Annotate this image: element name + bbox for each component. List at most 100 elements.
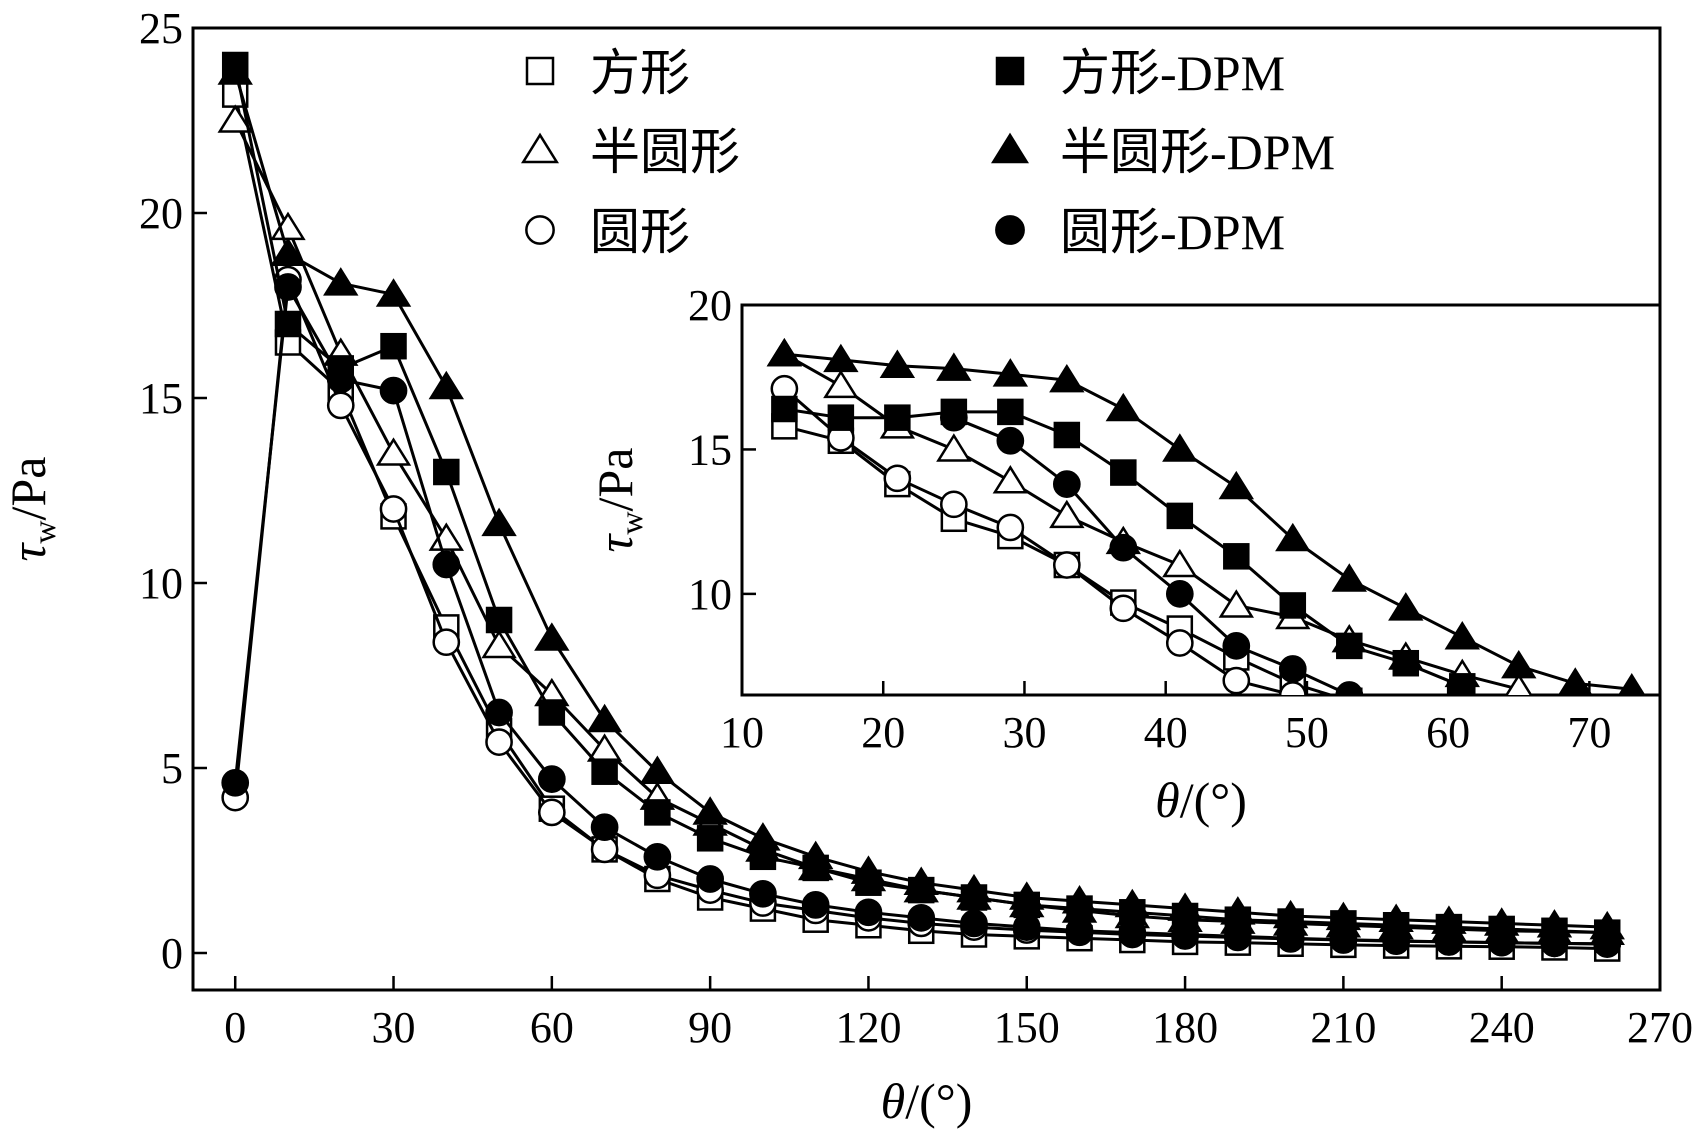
inset-series-3-point <box>1392 649 1420 677</box>
legend-marker-2 <box>525 215 555 245</box>
main-series-5-point <box>1276 924 1305 953</box>
inset-series-2-point <box>939 490 968 519</box>
main-series-5-point <box>960 909 988 938</box>
inset-series-1-point <box>1049 499 1085 529</box>
main-ytick-label: 15 <box>139 374 183 423</box>
legend-marker-0 <box>525 56 555 86</box>
inset-series-3-point <box>1110 459 1137 486</box>
inset-xtick-label: 20 <box>861 708 905 757</box>
main-xtick-label: 270 <box>1627 1003 1693 1052</box>
inset-xtick-label: 10 <box>720 708 764 757</box>
inset-series-line-2 <box>783 387 1294 695</box>
inset-series-3-point <box>1053 421 1081 449</box>
inset-series-4-point <box>1501 649 1537 679</box>
legend-marker-1 <box>521 132 559 164</box>
inset-series-1-point <box>823 369 859 399</box>
main-series-5-point <box>1382 926 1411 955</box>
inset-series-5-point <box>1165 580 1194 608</box>
main-series-5-point <box>1223 922 1252 951</box>
inset-series-3-point <box>997 398 1024 426</box>
inset-series-2-point <box>1109 594 1138 623</box>
legend-label-3: 方形-DPM <box>1060 45 1285 101</box>
main-series-3-point <box>696 825 724 852</box>
inset-xtick-label: 50 <box>1285 708 1329 757</box>
main-series-4-point <box>903 866 939 895</box>
main-series-5-point <box>537 765 566 793</box>
inset-x-axis-title-unit: /(°) <box>1180 772 1247 828</box>
inset-series-4-point <box>1558 667 1593 695</box>
main-series-4-point <box>692 796 728 825</box>
inset-series-4-point <box>879 349 916 378</box>
main-xtick-label: 0 <box>224 1003 246 1052</box>
legend-marker-5 <box>995 215 1025 245</box>
legend-marker-3 <box>995 56 1025 86</box>
inset-series-3-point <box>1223 543 1250 570</box>
inset-series-4-point <box>1618 673 1646 695</box>
inset-series-3-point <box>1166 502 1194 530</box>
main-ytick-label: 25 <box>139 4 183 53</box>
main-series-4-point <box>1167 892 1203 921</box>
inset-series-4-point <box>1331 563 1367 592</box>
main-xtick-label: 240 <box>1469 1003 1535 1052</box>
main-series-3-point <box>274 310 302 338</box>
main-series-3-point <box>485 606 513 634</box>
inset-ytick-label: 10 <box>688 570 732 619</box>
main-series-4-point <box>586 703 623 733</box>
inset-series-4-point <box>1162 433 1198 462</box>
main-x-axis-title-symbol: θ <box>881 1073 906 1129</box>
main-series-2-point <box>537 798 566 827</box>
main-series-3-point <box>591 758 618 785</box>
main-ytick-label: 0 <box>161 929 183 978</box>
main-series-5-point <box>1487 928 1516 957</box>
legend-label-4: 半圆形-DPM <box>1060 124 1335 180</box>
inset-series-5-point <box>1278 655 1307 683</box>
main-y-axis-title: τw/Pa <box>0 457 62 562</box>
inset-ytick-label: 20 <box>688 281 732 330</box>
main-series-5-point <box>590 813 619 842</box>
main-series-1-point <box>217 104 253 133</box>
inset-series-1-point <box>992 465 1029 494</box>
inset-series-4-point <box>1105 392 1142 422</box>
inset-ytick-label: 15 <box>688 425 732 474</box>
inset-series-line-4 <box>784 352 1632 691</box>
inset-series-2-point <box>996 513 1025 542</box>
inset-series-2-point <box>1165 629 1194 657</box>
main-y-axis-title-symbol: τ <box>0 541 56 561</box>
main-series-4-point <box>270 237 306 266</box>
inset-series-2-point <box>883 464 912 493</box>
inset-x-axis-title-symbol: θ <box>1155 772 1180 828</box>
main-series-5-point <box>1012 913 1041 941</box>
inset-y-axis-title-symbol: τ <box>587 532 643 552</box>
main-ytick-label: 5 <box>161 744 183 793</box>
main-x-axis-title: θ/(°) <box>881 1073 973 1129</box>
main-series-3-point <box>644 799 671 826</box>
legend-marker-4 <box>991 132 1029 164</box>
inset-series-5-point <box>939 403 968 432</box>
inset-series-1-point <box>1218 589 1255 618</box>
main-series-4-point <box>217 56 253 85</box>
inset-series-area <box>766 337 1646 695</box>
main-series-5-point <box>1065 916 1094 945</box>
main-series-3-point <box>433 458 460 486</box>
main-series-4-point <box>956 873 992 903</box>
main-series-4-point <box>323 267 359 296</box>
inset-series-5-point <box>1335 681 1364 695</box>
inset-series-3-point <box>1336 632 1363 660</box>
inset-series-5-point <box>1109 533 1138 562</box>
inset-series-3-point <box>771 395 798 423</box>
main-series-2-point <box>485 728 513 756</box>
inset-xtick-label: 70 <box>1567 708 1611 757</box>
main-series-5-point <box>221 768 250 797</box>
inset-series-2-point <box>1222 666 1251 695</box>
legend-label-2: 圆形 <box>590 204 690 260</box>
main-series-4-point <box>1061 885 1098 914</box>
main-series-5-point <box>801 891 830 919</box>
main-series-5-point <box>907 904 936 932</box>
main-y-axis-title-subscript: w <box>26 520 62 543</box>
inset-series-3-point <box>827 404 855 431</box>
main-series-4-point <box>1009 881 1045 910</box>
main-series-area <box>217 51 1625 962</box>
main-series-5-point <box>379 376 408 405</box>
